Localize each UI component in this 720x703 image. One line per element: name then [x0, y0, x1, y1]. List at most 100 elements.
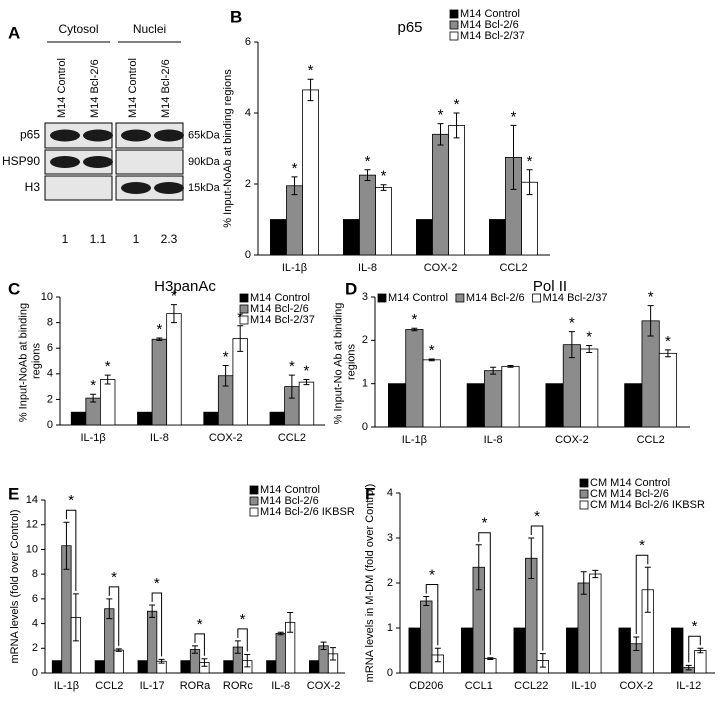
y-axis-label: mRNA levels (fold over Control) [9, 509, 21, 663]
bar [94, 660, 105, 674]
bar [513, 627, 526, 674]
bar [420, 600, 433, 674]
y-axis-label: % Input-No Ab at binding regions [332, 300, 357, 425]
error-bar [437, 123, 444, 146]
lane-label: M14 Control [56, 58, 68, 118]
significance-mark: * [411, 311, 417, 328]
significance-mark: * [429, 342, 435, 359]
legend-swatch [449, 31, 459, 41]
chart-title: p65 [397, 19, 422, 36]
x-tick-label: IL-8 [271, 680, 290, 692]
blot-frame [115, 149, 184, 175]
x-tick-label: IL-10 [571, 680, 596, 692]
error-bar [222, 364, 229, 387]
legend-swatch [249, 485, 259, 495]
legend-swatch [239, 304, 249, 314]
legend-label: M14 Bcl-2/6 [260, 495, 319, 507]
y-tick-label: 4 [47, 368, 53, 380]
error-bar [158, 658, 165, 664]
y-tick-label: 0 [47, 419, 53, 431]
x-tick-label: RORc [223, 680, 253, 692]
significance-mark: * [692, 618, 698, 635]
error-bar [647, 305, 654, 337]
bar [387, 383, 407, 428]
legend-label: M14 Bcl-2/6 [460, 19, 519, 31]
x-tick-label: IL-1β [54, 680, 79, 692]
error-bar [90, 393, 97, 403]
error-bar [633, 636, 640, 651]
legend-label: M14 Bcl-2/6 IKBSR [260, 506, 355, 518]
bar [266, 660, 277, 674]
x-tick-label: COX-2 [209, 432, 243, 444]
blot-frame [44, 175, 113, 201]
blot-band [83, 156, 113, 168]
error-bar [287, 611, 294, 633]
significance-bracket [688, 635, 701, 663]
bar [151, 338, 168, 426]
significance-mark: * [105, 358, 111, 375]
legend-swatch [239, 315, 249, 325]
bar [671, 627, 684, 674]
error-bar [510, 124, 517, 190]
error-bar [526, 169, 533, 196]
legend-swatch [532, 293, 542, 303]
x-tick-label: IL-1β [80, 432, 105, 444]
bar [147, 610, 158, 674]
error-bar [106, 598, 113, 620]
x-tick-label: RORa [180, 680, 211, 692]
legend-swatch [249, 507, 259, 517]
significance-bracket [425, 584, 439, 646]
significance-mark: * [90, 377, 96, 394]
legend-swatch [377, 293, 387, 303]
error-bar [330, 647, 336, 661]
group-label: Nuclei [133, 22, 166, 36]
bar [545, 383, 564, 428]
bar [286, 185, 303, 256]
bar [309, 660, 320, 674]
bar [624, 383, 643, 428]
bar [566, 627, 579, 674]
blot-band [154, 182, 184, 194]
error-bar [234, 640, 241, 654]
lane-label: M14 Bcl-2/6 [89, 59, 101, 118]
legend-label: CM M14 Bcl-2/6 IKBSR [590, 499, 705, 511]
bar [694, 650, 707, 674]
legend-swatch [249, 496, 259, 506]
panel-label: F [365, 484, 375, 503]
y-tick-label: 6 [47, 342, 53, 354]
protein-label: p65 [20, 128, 40, 142]
error-bar [288, 374, 295, 399]
y-tick-label: 2 [387, 577, 393, 589]
significance-mark: * [569, 315, 575, 332]
y-tick-label: 12 [26, 519, 38, 531]
y-tick-label: 2 [32, 642, 38, 654]
legend-label: M14 Control [460, 8, 520, 20]
bar [137, 411, 153, 426]
significance-mark: * [171, 288, 177, 305]
error-bar [277, 631, 284, 636]
error-bar [104, 374, 111, 385]
legend-label: M14 Bcl-2/37 [543, 292, 608, 304]
error-bar [149, 604, 156, 618]
bar [484, 370, 503, 428]
significance-mark: * [292, 160, 298, 177]
significance-mark: * [665, 333, 671, 350]
y-tick-label: 0 [245, 249, 251, 261]
legend-swatch [579, 478, 589, 488]
bar [408, 627, 421, 674]
error-bar [664, 349, 671, 358]
error-bar [490, 366, 497, 375]
bar [641, 320, 660, 428]
y-tick-label: 3 [387, 532, 393, 544]
quantification: 2.3 [161, 232, 178, 246]
panel-label: B [230, 7, 242, 26]
error-bar [697, 647, 704, 654]
y-tick-label: 10 [41, 291, 53, 303]
y-tick-label: 8 [32, 568, 38, 580]
bar [422, 359, 441, 428]
y-tick-label: 3 [362, 291, 368, 303]
significance-mark: * [429, 566, 435, 583]
legend-label: M14 Control [260, 484, 320, 496]
y-tick-label: 14 [26, 494, 38, 506]
bar [166, 313, 182, 426]
